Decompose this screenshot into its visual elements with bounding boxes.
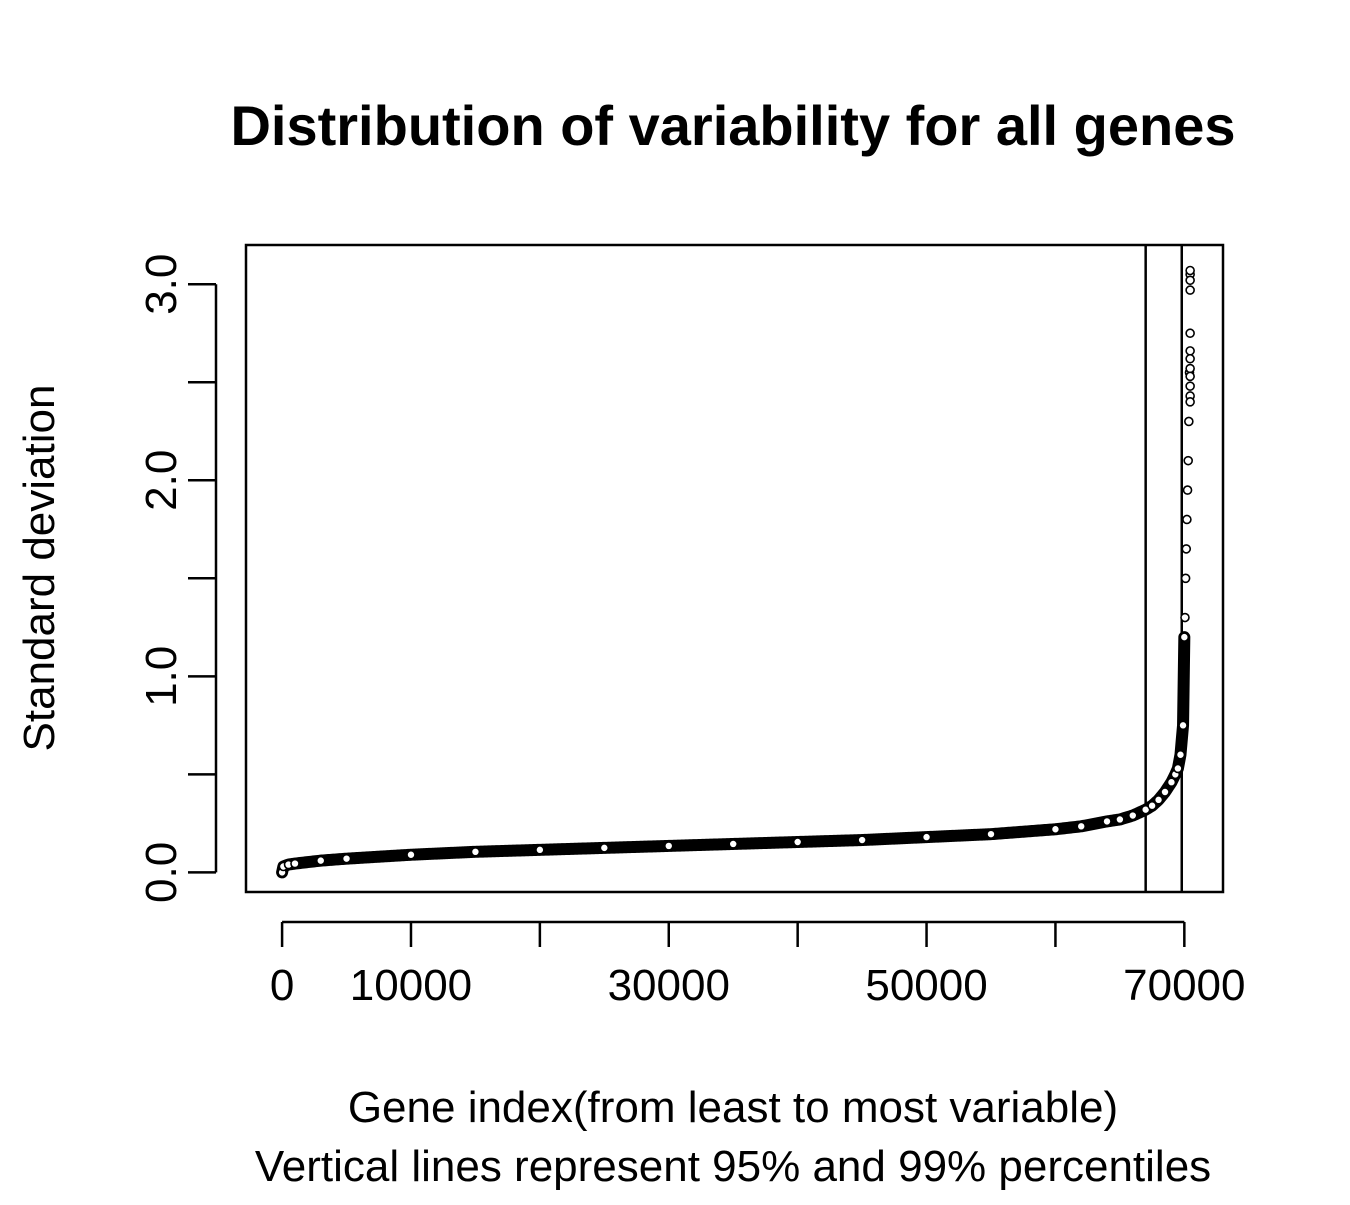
data-point: [1179, 632, 1190, 642]
data-point: [857, 835, 867, 845]
y-axis-label: Standard deviation: [15, 385, 64, 752]
chart-title: Distribution of variability for all gene…: [230, 94, 1235, 157]
data-point: [1160, 787, 1170, 797]
data-point: [290, 858, 300, 869]
data-point: [1173, 763, 1183, 774]
extreme-point: [1185, 285, 1195, 295]
x-tick-label: 70000: [1123, 961, 1245, 1010]
x-tick-label: 10000: [350, 961, 472, 1010]
x-axis-label: Gene index(from least to most variable): [348, 1083, 1118, 1132]
data-point: [1166, 777, 1177, 788]
data-point: [599, 843, 610, 853]
data-point: [1076, 821, 1087, 832]
y-tick-label: 1.0: [137, 646, 186, 707]
plot-frame: [244, 243, 1225, 894]
data-point: [1102, 816, 1112, 827]
x-axis: 0 10000 30000 50000 70000: [270, 920, 1246, 1010]
extreme-point: [1185, 371, 1195, 382]
tail-point: [1182, 485, 1193, 495]
tail-point: [1180, 612, 1190, 623]
data-point: [921, 832, 932, 842]
tail-point: [1181, 544, 1192, 554]
data-point: [1127, 810, 1138, 821]
vertical-lines-layer: [1144, 245, 1184, 892]
extreme-point: [1185, 275, 1195, 286]
extreme-point: [1185, 353, 1195, 364]
chart-subtitle: Vertical lines represent 95% and 99% per…: [255, 1142, 1211, 1191]
x-tick-label: 0: [270, 961, 294, 1010]
data-point: [1050, 824, 1061, 835]
extreme-point: [1185, 363, 1195, 374]
data-point: [663, 841, 674, 851]
x-tick-label: 50000: [865, 961, 987, 1010]
tail-point: [1184, 416, 1194, 427]
tail-point: [1180, 573, 1191, 584]
data-point: [1153, 795, 1164, 805]
y-tick-label: 2.0: [137, 450, 186, 511]
y-tick-label: 0.0: [137, 842, 186, 903]
data-point: [1178, 720, 1188, 731]
points-layer: [276, 265, 1195, 879]
data-point: [1175, 749, 1186, 760]
data-point: [341, 853, 352, 864]
x-tick-label: 30000: [608, 961, 730, 1010]
extreme-point: [1185, 381, 1195, 391]
data-point: [406, 849, 416, 860]
extreme-point: [1185, 265, 1195, 276]
y-axis: 0.0 1.0 2.0 3.0: [137, 254, 218, 903]
extreme-point: [1185, 328, 1195, 339]
extreme-point: [1185, 346, 1195, 356]
data-point: [986, 829, 996, 839]
extreme-point: [1185, 397, 1195, 407]
data-point: [1147, 800, 1157, 811]
data-point: [470, 847, 481, 857]
data-point: [728, 839, 739, 849]
data-point: [535, 845, 545, 855]
tail-point: [1183, 455, 1193, 466]
data-point: [1115, 814, 1125, 825]
y-tick-label: 3.0: [137, 254, 186, 315]
data-point: [315, 855, 326, 866]
tail-point: [1182, 514, 1192, 525]
data-point: [792, 837, 803, 847]
